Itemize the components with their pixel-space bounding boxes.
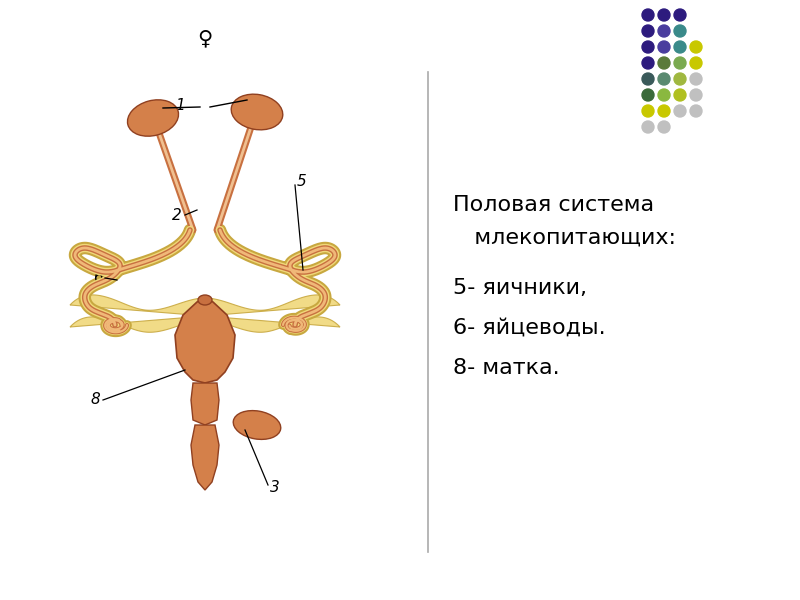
Circle shape xyxy=(690,73,702,85)
Polygon shape xyxy=(191,383,219,425)
Polygon shape xyxy=(70,295,340,332)
Text: 3: 3 xyxy=(270,481,280,496)
Circle shape xyxy=(642,9,654,21)
Circle shape xyxy=(658,73,670,85)
Ellipse shape xyxy=(231,94,282,130)
Circle shape xyxy=(690,41,702,53)
Text: 5- яичники,: 5- яичники, xyxy=(453,278,587,298)
Text: 6- яйцеводы.: 6- яйцеводы. xyxy=(453,318,606,338)
Text: 5: 5 xyxy=(297,175,306,190)
Circle shape xyxy=(690,57,702,69)
Text: 2: 2 xyxy=(172,208,182,223)
Polygon shape xyxy=(191,425,219,490)
Circle shape xyxy=(642,89,654,101)
Circle shape xyxy=(674,41,686,53)
Text: млекопитающих:: млекопитающих: xyxy=(453,228,676,248)
Circle shape xyxy=(658,25,670,37)
Circle shape xyxy=(642,73,654,85)
Ellipse shape xyxy=(198,295,212,305)
Text: 6: 6 xyxy=(94,271,103,286)
Polygon shape xyxy=(175,298,235,383)
Circle shape xyxy=(674,57,686,69)
Ellipse shape xyxy=(127,100,178,136)
Circle shape xyxy=(642,121,654,133)
Circle shape xyxy=(658,57,670,69)
Circle shape xyxy=(642,57,654,69)
Text: Половая система: Половая система xyxy=(453,195,654,215)
Text: ♀: ♀ xyxy=(198,28,213,48)
Circle shape xyxy=(674,105,686,117)
Circle shape xyxy=(642,41,654,53)
Ellipse shape xyxy=(234,410,281,439)
Circle shape xyxy=(690,89,702,101)
Circle shape xyxy=(658,121,670,133)
Text: 8: 8 xyxy=(90,392,100,407)
Circle shape xyxy=(674,25,686,37)
Circle shape xyxy=(674,9,686,21)
Circle shape xyxy=(642,105,654,117)
Circle shape xyxy=(658,89,670,101)
Circle shape xyxy=(642,25,654,37)
Circle shape xyxy=(658,105,670,117)
Circle shape xyxy=(658,9,670,21)
Circle shape xyxy=(674,73,686,85)
Circle shape xyxy=(674,89,686,101)
Circle shape xyxy=(690,105,702,117)
Circle shape xyxy=(658,41,670,53)
Text: 8- матка.: 8- матка. xyxy=(453,358,560,378)
Text: 1: 1 xyxy=(175,97,185,113)
